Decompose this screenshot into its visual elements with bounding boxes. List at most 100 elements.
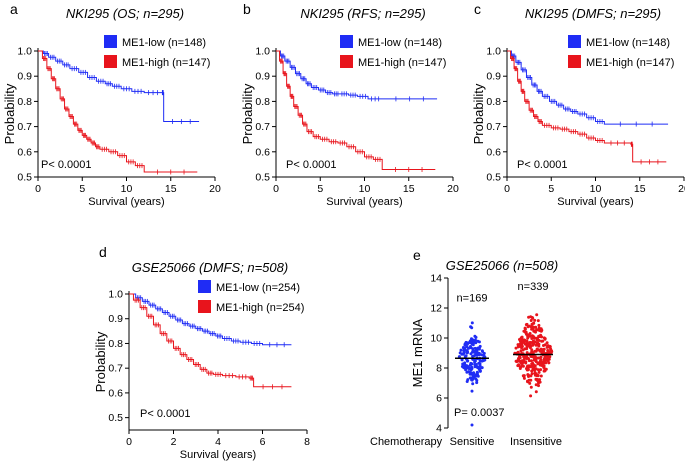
data-point <box>534 325 538 329</box>
y-tick-label: 1.0 <box>486 46 501 58</box>
data-point <box>473 334 477 338</box>
data-point <box>464 368 468 372</box>
data-point <box>470 326 474 330</box>
data-point <box>525 322 529 326</box>
data-point <box>465 351 469 355</box>
data-point <box>548 344 552 348</box>
data-point <box>537 384 540 388</box>
legend-label: ME1-low (n=148) <box>122 37 206 49</box>
y-tick-label: 0.6 <box>255 146 270 158</box>
panel-label: b <box>243 1 251 17</box>
data-point <box>529 355 533 358</box>
data-point <box>534 343 538 347</box>
data-point <box>466 378 470 382</box>
y-axis-label: ME1 mRNA <box>410 318 425 387</box>
x-tick-label: 0 <box>35 183 41 195</box>
data-point <box>534 330 537 334</box>
data-point <box>516 343 520 347</box>
data-point <box>467 367 471 371</box>
data-point <box>538 328 542 332</box>
legend-label: ME1-high (n=254) <box>216 302 304 314</box>
legend-label: ME1-low (n=254) <box>216 282 300 294</box>
x-tick-label: 0 <box>273 183 279 195</box>
data-point <box>543 337 547 341</box>
data-point <box>546 359 550 363</box>
data-point <box>528 332 532 335</box>
y-tick-label: 12 <box>430 303 442 315</box>
x-axis-label: Survival (years) <box>557 196 633 208</box>
y-tick-label: 6 <box>436 393 442 405</box>
data-point <box>525 368 529 372</box>
y-tick-label: 10 <box>430 333 442 345</box>
data-point <box>524 360 528 364</box>
data-point <box>535 338 539 342</box>
data-point <box>467 346 470 350</box>
data-point <box>526 373 530 377</box>
legend-swatch <box>104 55 117 68</box>
legend-swatch <box>104 35 117 48</box>
data-point <box>517 359 521 363</box>
data-point <box>520 359 524 363</box>
data-point <box>523 327 527 331</box>
km-panel-a: a NKI295 (OS; n=295) 0.5 0.6 0.7 0.8 0.9 1.0 0 5 1… <box>2 1 221 208</box>
data-point <box>531 316 535 320</box>
data-point <box>530 372 534 376</box>
y-tick-label: 0.9 <box>486 71 501 83</box>
data-point <box>470 378 474 382</box>
data-point <box>464 354 468 358</box>
data-point <box>459 348 463 352</box>
series-line-high <box>38 50 198 173</box>
data-point <box>476 339 480 343</box>
x-tick-label: 5 <box>317 183 323 195</box>
data-point <box>529 378 533 382</box>
y-axis-label: Probability <box>471 83 486 144</box>
data-point <box>544 361 548 365</box>
data-point <box>519 336 523 340</box>
p-value: P< 0.0001 <box>286 159 336 171</box>
panel-label: c <box>474 1 481 17</box>
data-point <box>464 366 468 369</box>
x-axis-label: Survival (years) <box>180 449 256 461</box>
data-point <box>478 364 482 368</box>
data-point <box>470 389 474 393</box>
x-tick-label: 10 <box>590 183 602 195</box>
data-point <box>469 345 472 348</box>
data-point <box>530 359 533 363</box>
x-axis-label: Survival (years) <box>326 196 402 208</box>
data-point <box>528 381 532 385</box>
data-point <box>478 369 482 373</box>
p-value: P< 0.0001 <box>517 159 567 171</box>
data-point <box>474 377 478 381</box>
data-point <box>527 364 531 368</box>
data-point <box>539 348 543 352</box>
category-label: Sensitive <box>450 436 495 448</box>
y-tick-label: 0.5 <box>486 172 501 184</box>
y-tick-label: 0.8 <box>108 338 123 350</box>
data-point <box>534 367 538 371</box>
y-tick-label: 0.5 <box>255 172 270 184</box>
data-point <box>521 364 525 368</box>
legend-swatch <box>568 35 581 48</box>
data-point <box>533 318 537 322</box>
data-point <box>526 325 530 329</box>
data-point <box>536 356 540 360</box>
series-line-low <box>38 50 200 123</box>
legend-swatch <box>340 55 353 68</box>
y-tick-label: 0.8 <box>17 96 32 108</box>
data-point <box>467 370 471 374</box>
y-tick-label: 0.6 <box>17 146 32 158</box>
data-point <box>460 365 464 368</box>
y-axis-label: Probability <box>2 83 17 144</box>
y-tick-label: 1.0 <box>17 46 32 58</box>
x-tick-label: 2 <box>171 436 177 448</box>
data-point <box>524 355 528 359</box>
data-point <box>534 349 538 353</box>
x-tick-label: 6 <box>260 436 266 448</box>
data-point <box>549 347 553 351</box>
data-point <box>472 340 476 344</box>
legend-label: ME1-low (n=148) <box>586 37 670 49</box>
data-point <box>536 374 540 378</box>
data-point <box>526 333 530 337</box>
data-point <box>522 329 526 333</box>
